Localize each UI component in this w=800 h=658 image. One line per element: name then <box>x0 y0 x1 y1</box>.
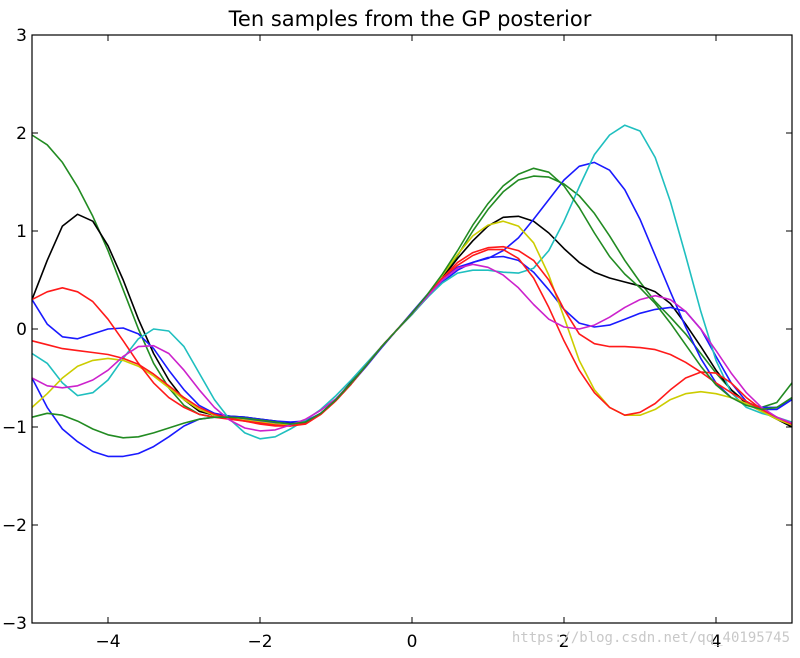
plot-frame <box>31 34 793 624</box>
series-line-1 <box>31 134 793 425</box>
y-tick-label: −1 <box>2 418 27 438</box>
y-tick-label: 0 <box>16 320 27 340</box>
watermark: https://blog.csdn.net/qq_40195745 <box>512 630 790 646</box>
x-tick-label: 4 <box>711 632 722 652</box>
series-line-10 <box>31 167 793 439</box>
series-line-6 <box>31 220 793 426</box>
y-tick-label: −2 <box>2 516 27 536</box>
x-tick-label: −4 <box>95 632 120 652</box>
x-tick-label: −2 <box>247 632 272 652</box>
y-tick-label: −3 <box>2 614 27 634</box>
x-tick-label: 0 <box>407 632 418 652</box>
chart-title: Ten samples from the GP posterior <box>228 7 592 31</box>
series-line-2 <box>31 213 793 428</box>
series-line-5 <box>31 124 793 440</box>
series-layer <box>31 124 793 458</box>
x-tick-label: 2 <box>559 632 570 652</box>
tick-layer: −4 −2 0 2 4 −3 −2 −1 0 1 2 3 <box>2 26 792 652</box>
series-line-4 <box>31 161 793 458</box>
y-tick-label: 2 <box>16 124 27 144</box>
y-tick-label: 3 <box>16 26 27 46</box>
y-tick-label: 1 <box>16 222 27 242</box>
